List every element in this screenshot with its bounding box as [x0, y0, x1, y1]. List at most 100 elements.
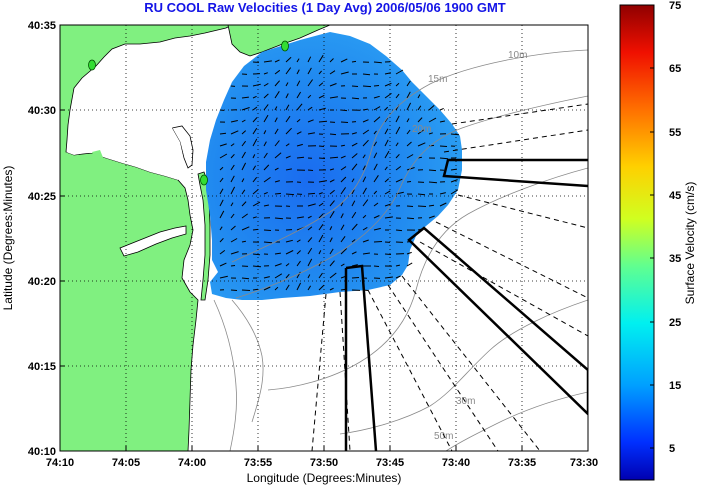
velocity-arrow: [329, 200, 335, 207]
velocity-field-shading: [206, 32, 462, 300]
velocity-arrow: [373, 190, 378, 195]
velocity-arrow: [263, 130, 267, 135]
velocity-arrow: [439, 202, 447, 207]
velocity-arrow: [296, 119, 301, 123]
velocity-arrow: [428, 105, 435, 111]
velocity-arrow: [351, 85, 359, 87]
velocity-arrow: [318, 54, 324, 63]
velocity-arrow: [373, 202, 379, 207]
velocity-arrow: [384, 253, 392, 255]
x-tick-label: 73:55: [244, 457, 272, 469]
velocity-arrow: [241, 178, 245, 183]
velocity-arrow: [362, 139, 369, 147]
velocity-arrow: [340, 224, 345, 231]
velocity-arrow: [219, 177, 224, 183]
velocity-arrow: [329, 272, 337, 279]
velocity-arrow: [252, 189, 259, 195]
velocity-arrow: [340, 248, 348, 255]
velocity-arrow: [252, 117, 258, 123]
velocity-arrow: [241, 119, 246, 123]
velocity-arrow: [362, 187, 367, 195]
velocity-arrow: [428, 181, 438, 184]
velocity-arrow: [406, 262, 413, 267]
velocity-arrow: [318, 202, 324, 207]
lower-bay-water: [66, 106, 186, 180]
velocity-arrow: [318, 250, 322, 255]
y-tick-label: 40:25: [28, 191, 56, 203]
velocity-arrow: [395, 275, 401, 279]
velocity-arrow: [329, 210, 335, 219]
velocity-arrow: [285, 104, 290, 111]
velocity-arrow: [296, 69, 300, 75]
velocity-arrow: [351, 153, 358, 159]
velocity-arrow: [340, 144, 345, 147]
velocity-arrow: [395, 82, 400, 87]
velocity-arrow: [263, 104, 269, 111]
velocity-arrow: [307, 56, 312, 63]
velocity-arrow: [384, 82, 392, 87]
velocity-arrow: [428, 169, 437, 172]
velocity-arrow: [450, 133, 460, 136]
velocity-arrow: [219, 275, 228, 279]
velocity-arrow: [230, 130, 239, 135]
velocity-arrow: [263, 82, 269, 87]
velocity-arrow: [252, 253, 261, 256]
velocity-arrow: [417, 129, 424, 135]
velocity-arrow: [318, 82, 324, 87]
velocity-arrow: [307, 132, 315, 135]
velocity-arrow: [417, 105, 422, 111]
velocity-arrow: [285, 239, 293, 243]
river-estuary: [119, 225, 187, 257]
velocity-arrow: [395, 126, 401, 135]
velocity-arrow: [362, 239, 369, 243]
velocity-arrow: [384, 128, 389, 135]
velocity-arrow: [362, 108, 368, 111]
velocity-arrow: [329, 83, 337, 87]
velocity-arrow: [241, 162, 247, 171]
velocity-arrow: [395, 229, 403, 232]
colorbar-tick-label: 55: [669, 127, 681, 139]
velocity-arrow: [417, 142, 426, 147]
velocity-arrow: [450, 189, 459, 195]
velocity-arrow: [219, 188, 224, 195]
depth-label-50m: 50m: [434, 431, 453, 442]
velocity-arrow: [230, 153, 235, 159]
velocity-arrow: [362, 176, 367, 183]
x-axis-label: Longitude (Degrees:Minutes): [247, 471, 402, 485]
velocity-arrow: [362, 73, 371, 76]
velocity-arrow: [296, 91, 302, 99]
velocity-arrow: [384, 106, 389, 111]
velocity-arrow: [384, 150, 390, 159]
velocity-arrow: [329, 248, 334, 255]
velocity-arrow: [307, 274, 311, 279]
map-title: RU COOL Raw Velocities (1 Day Avg) 2006/…: [144, 0, 506, 15]
depth-label-10m: 10m: [508, 50, 527, 61]
velocity-arrow: [219, 166, 224, 171]
velocity-arrow: [307, 119, 314, 123]
x-tick-label: 74:10: [46, 457, 74, 469]
velocity-arrow: [241, 189, 246, 195]
velocity-arrow: [406, 141, 412, 147]
colorbar-tick-label: 45: [669, 190, 681, 202]
velocity-arrow: [296, 271, 301, 279]
axis-tick-marks: [60, 109, 523, 451]
velocity-arrow: [296, 103, 303, 111]
velocity-arrow: [329, 156, 339, 159]
velocity-arrow: [252, 83, 261, 87]
velocity-arrow: [230, 175, 235, 183]
velocity-arrow: [296, 143, 303, 147]
velocity-arrow: [241, 277, 250, 280]
velocity-arrow: [252, 95, 257, 99]
velocity-arrow: [274, 91, 280, 99]
velocity-arrow: [406, 129, 411, 135]
velocity-arrow: [274, 59, 280, 63]
velocity-arrow: [285, 155, 291, 159]
velocity-arrow: [241, 201, 247, 207]
velocity-arrow: [263, 191, 268, 195]
velocity-arrow: [362, 154, 366, 159]
velocity-arrow: [362, 252, 370, 255]
velocity-arrow: [252, 138, 258, 147]
velocity-arrow: [307, 285, 312, 291]
velocity-arrow: [340, 71, 349, 75]
x-tick-label: 73:50: [310, 457, 338, 469]
